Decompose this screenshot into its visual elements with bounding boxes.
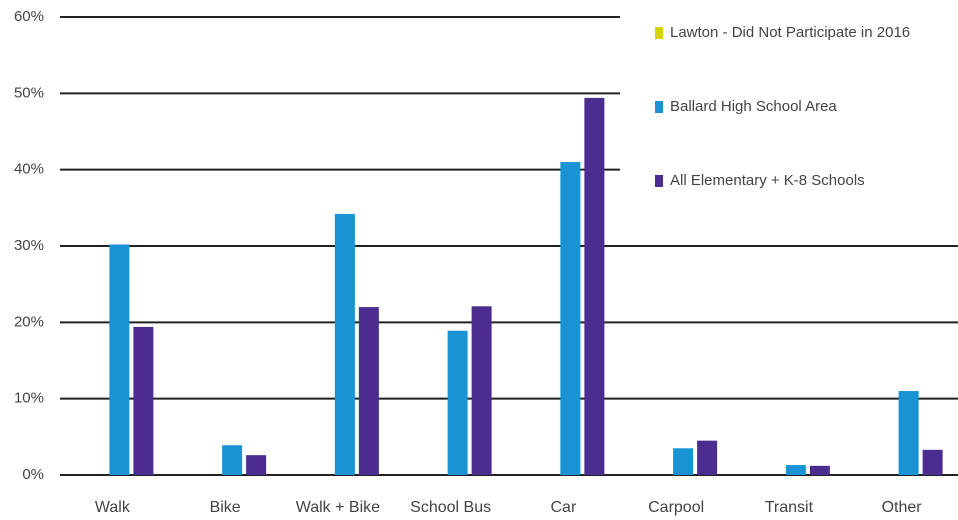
legend-label: Ballard High School Area — [670, 98, 837, 115]
bar — [922, 449, 943, 475]
legend-label: Lawton - Did Not Participate in 2016 — [670, 24, 910, 41]
bar — [133, 326, 154, 475]
y-tick-label: 20% — [14, 313, 44, 330]
bar — [673, 448, 694, 475]
x-tick-label: Car — [550, 499, 576, 516]
x-tick-label: Walk + Bike — [296, 499, 380, 516]
legend-label: All Elementary + K-8 Schools — [670, 172, 865, 189]
y-tick-label: 0% — [22, 466, 44, 483]
bar — [809, 465, 830, 475]
bar — [697, 440, 718, 475]
legend-swatch — [655, 175, 663, 187]
x-tick-label: Walk — [95, 499, 131, 516]
legend-swatch — [655, 27, 663, 39]
x-tick-label: School Bus — [410, 499, 491, 516]
bar — [560, 162, 581, 476]
legend-swatch — [655, 101, 663, 113]
y-tick-label: 30% — [14, 237, 44, 254]
bar — [246, 455, 267, 475]
bar — [471, 306, 492, 475]
y-tick-label: 10% — [14, 390, 44, 407]
x-tick-label: Carpool — [648, 499, 704, 516]
bar — [785, 465, 806, 475]
bar — [334, 213, 355, 475]
x-tick-label: Transit — [765, 499, 814, 516]
y-tick-label: 40% — [14, 161, 44, 178]
bar — [358, 307, 379, 475]
x-tick-label: Bike — [210, 499, 241, 516]
y-tick-label: 60% — [14, 8, 44, 25]
bar — [109, 244, 130, 475]
bar — [584, 97, 605, 475]
bar — [898, 391, 919, 475]
x-tick-label: Other — [882, 499, 923, 516]
y-tick-label: 50% — [14, 84, 44, 101]
bar — [222, 445, 243, 475]
bar — [447, 330, 468, 475]
